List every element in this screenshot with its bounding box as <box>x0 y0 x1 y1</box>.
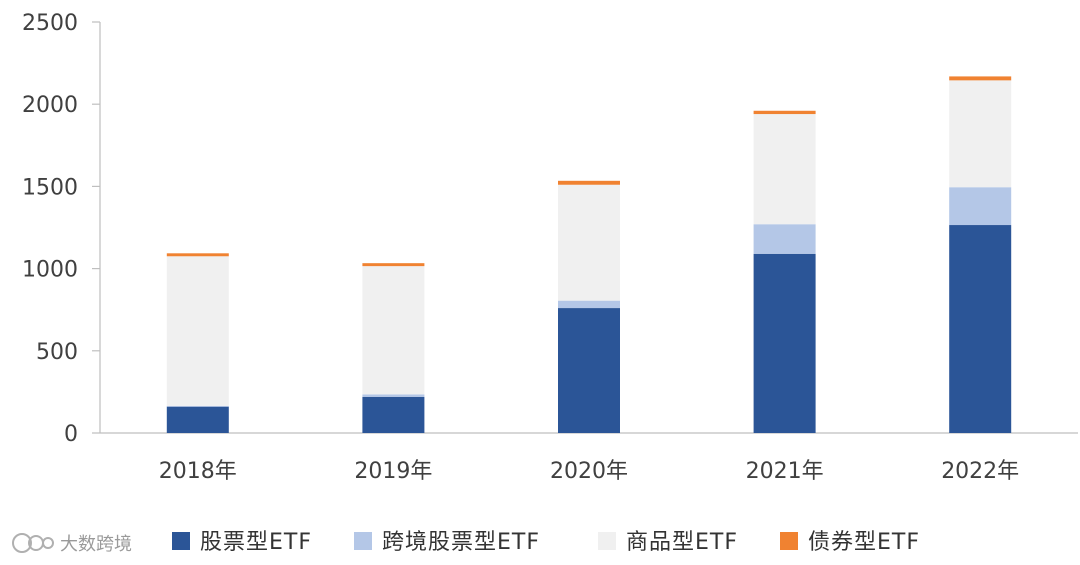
bar-etf-3 <box>753 114 816 225</box>
x-tick-label: 2021年 <box>746 459 824 484</box>
bars <box>166 76 1012 433</box>
x-tick-label: 2020年 <box>550 459 628 484</box>
legend-label-etf: 商品型ETF <box>626 530 738 555</box>
legend: 股票型ETF 跨境股票型ETF 商品型ETF 债券型ETF <box>172 530 920 555</box>
legend-label-etf: 债券型ETF <box>808 530 920 555</box>
bar-etf-4 <box>949 225 1012 433</box>
y-axis: 0 500 1000 1500 2000 2500 <box>22 11 101 447</box>
x-tick-label: 2019年 <box>354 459 432 484</box>
bar-etf-2 <box>558 300 620 309</box>
y-tick-label: 1000 <box>22 258 78 283</box>
bar-etf-4 <box>949 80 1012 188</box>
bar-etf-1 <box>362 266 425 395</box>
legend-label-etf: 跨境股票型ETF <box>382 530 540 555</box>
bar-etf-2 <box>558 308 620 433</box>
legend-label-etf: 股票型ETF <box>200 530 312 555</box>
x-tick-label: 2018年 <box>159 459 237 484</box>
bar-etf-2 <box>558 180 620 185</box>
bar-etf-1 <box>362 394 425 397</box>
y-tick-label: 500 <box>36 340 78 365</box>
bar-etf-0 <box>166 406 229 433</box>
bar-etf-1 <box>362 263 425 267</box>
bar-etf-4 <box>949 76 1012 81</box>
legend-swatch-etf <box>354 532 372 550</box>
bar-etf-0 <box>166 405 229 407</box>
bar-etf-2 <box>558 184 620 301</box>
watermark: 大数跨境 <box>12 533 132 555</box>
y-tick-label: 2500 <box>22 11 78 36</box>
legend-swatch-etf <box>172 532 190 550</box>
x-axis: 2018年 2019年 2020年 2021年 2022年 <box>100 432 1078 484</box>
y-tick-label: 0 <box>64 422 78 447</box>
y-tick-label: 2000 <box>22 93 78 118</box>
watermark-text: 大数跨境 <box>60 534 132 555</box>
y-tick-label: 1500 <box>22 175 78 200</box>
watermark-logo-icon <box>12 533 54 553</box>
bar-etf-3 <box>753 110 816 115</box>
bar-etf-3 <box>753 224 816 254</box>
bar-etf-4 <box>949 187 1012 226</box>
legend-swatch-etf <box>780 532 798 550</box>
bar-etf-3 <box>753 253 816 433</box>
x-tick-label: 2022年 <box>941 459 1019 484</box>
bar-etf-1 <box>362 396 425 433</box>
legend-swatch-etf <box>598 532 616 550</box>
bar-etf-0 <box>166 256 229 406</box>
bar-etf-0 <box>166 253 229 257</box>
